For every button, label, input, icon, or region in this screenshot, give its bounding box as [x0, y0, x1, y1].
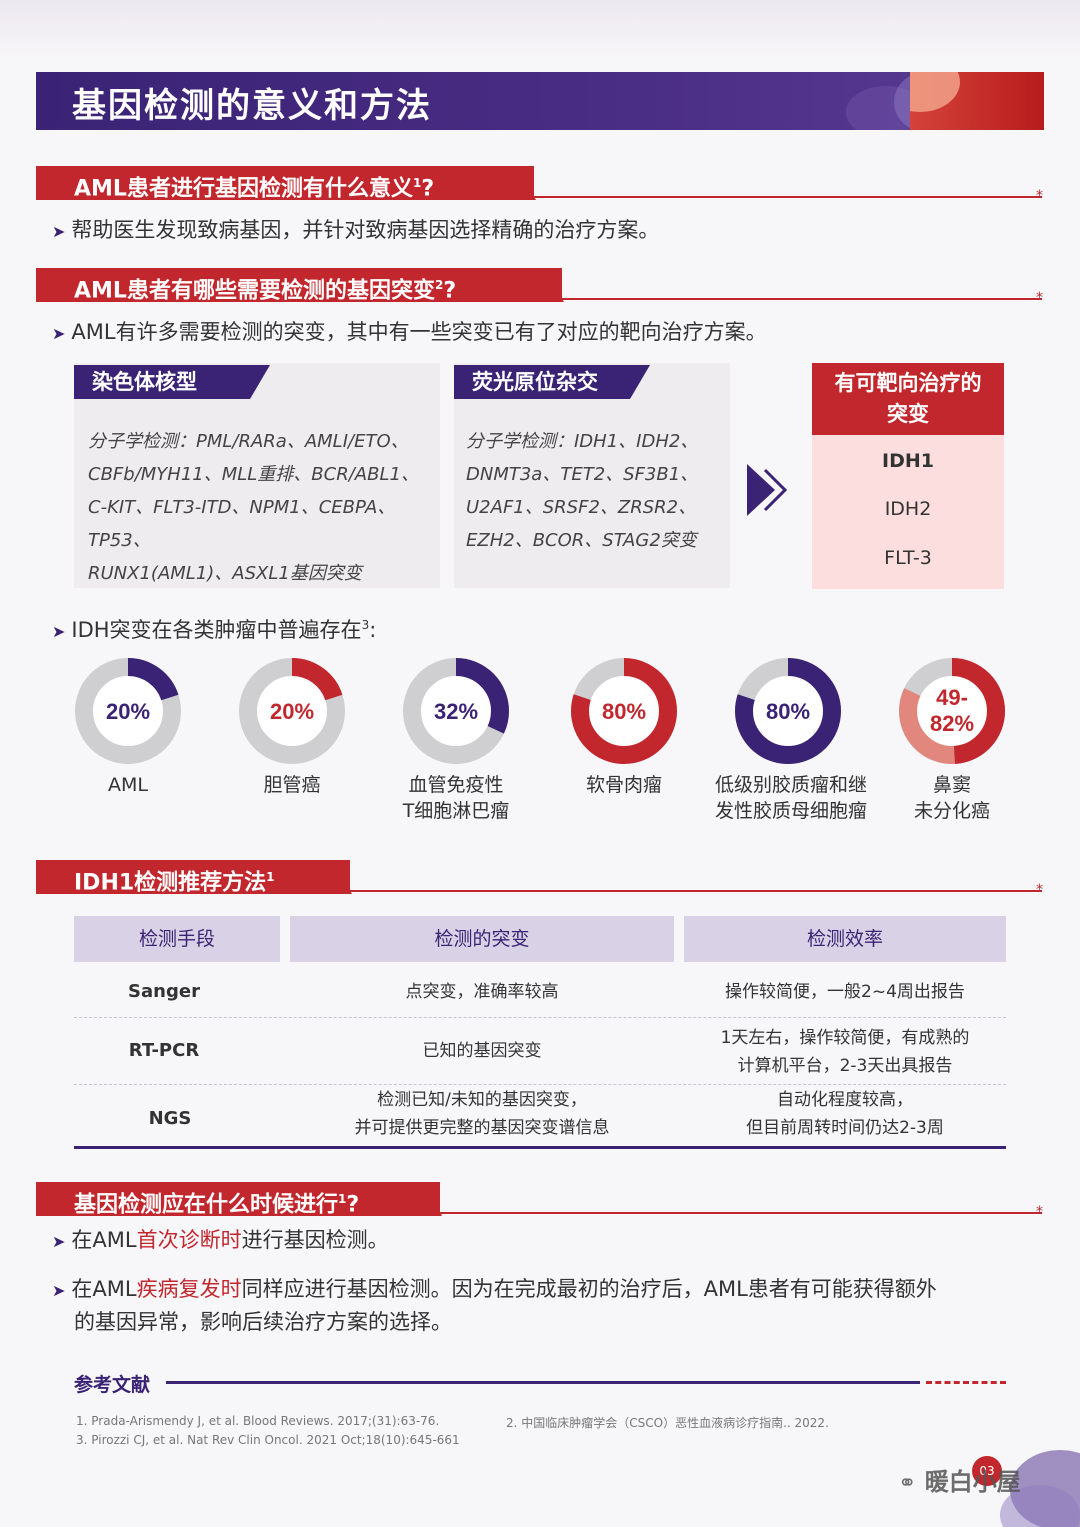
donut-value-label: 80% — [766, 699, 810, 724]
donut-label: 血管免疫性 T细胞淋巴瘤 — [402, 774, 510, 822]
watermark: ⚭ 暖白小屋 — [898, 1468, 1021, 1496]
table-cell: 操作较简便，一般2~4周出报告 — [725, 982, 965, 1002]
karyotype-box — [74, 363, 440, 588]
bullet-timing-diagnosis: ➤ 在AML首次诊断时进行基因检测。 — [52, 1228, 389, 1252]
bullet-significance: ➤ 帮助医生发现致病基因，并针对致病基因选择精确的治疗方案。 — [52, 218, 660, 242]
donut-label: 鼻窦 未分化癌 — [913, 774, 990, 822]
table-cell: 已知的基因突变 — [422, 1041, 542, 1061]
karyotype-box-text: 分子学检测：PML/RARa、AMLI/ETO、 CBFb/MYH11、MLL重… — [88, 431, 419, 584]
targeted-mutations-title: 有可靶向治疗的 突变 — [812, 363, 1004, 435]
bullet-timing-relapse-cont: 的基因异常，影响后续治疗方案的选择。 — [74, 1310, 452, 1334]
corner-petal-decoration — [1000, 1450, 1080, 1527]
wechat-icon: ⚭ — [898, 1471, 917, 1496]
table-cell-method: RT-PCR — [128, 1040, 200, 1061]
target-item: IDH1 — [882, 450, 934, 472]
donut-value-label: 49- — [936, 685, 968, 710]
donut-label: AML — [108, 774, 148, 796]
table-bottom-rule — [74, 1146, 1006, 1149]
section-significance-header: AML患者进行基因检测有什么意义1? * — [36, 166, 1044, 204]
references-title: 参考文献 — [74, 1374, 151, 1396]
donut-arc — [403, 658, 509, 764]
donut-value-label: 20% — [106, 699, 150, 724]
arrow-icon: ➤ — [52, 1281, 66, 1300]
table-header: 检测的突变 — [290, 916, 674, 962]
karyotype-box-title: 染色体核型 — [74, 365, 242, 399]
target-item: FLT-3 — [884, 547, 932, 569]
title-decoration — [910, 72, 1044, 130]
arrow-icon: ➤ — [52, 622, 66, 641]
section-timing-header: 基因检测应在什么时候进行1? * — [36, 1182, 1044, 1220]
bullet-mutations: ➤ AML有许多需要检测的突变，其中有一些突变已有了对应的靶向治疗方案。 — [52, 320, 767, 344]
donut-value-label: 80% — [602, 699, 646, 724]
table-cell: 自动化程度较高， 但目前周转时间仍达2-3周 — [746, 1090, 944, 1138]
donut-chart: 80% — [735, 658, 841, 764]
fish-box-title: 荧光原位杂交 — [454, 365, 622, 399]
donut-value-label: 20% — [270, 699, 314, 724]
donut-value-label: 82% — [930, 711, 974, 736]
reference-item: 2. 中国临床肿瘤学会（CSCO）恶性血液病诊疗指南.. 2022. — [506, 1416, 829, 1430]
donut-chart: 32% — [403, 658, 509, 764]
reference-item: 3. Pirozzi CJ, et al. Nat Rev Clin Oncol… — [76, 1433, 460, 1447]
table-header: 检测手段 — [74, 916, 280, 962]
top-band — [0, 0, 1080, 60]
table-cell: 点突变，准确率较高 — [405, 982, 559, 1002]
donut-arc — [239, 658, 345, 764]
references-rule — [166, 1381, 920, 1384]
donut-chart: 49-82% — [899, 658, 1005, 764]
section-idh1-methods-header: IDH1检测推荐方法1 * — [36, 860, 1044, 898]
table-header: 检测效率 — [684, 916, 1006, 962]
donut-value-label: 32% — [434, 699, 478, 724]
row-divider — [74, 1017, 1006, 1018]
table-cell-method: Sanger — [128, 981, 200, 1002]
donut-arc — [899, 658, 1005, 764]
arrow-icon: ➤ — [52, 1232, 66, 1251]
fish-box-text: 分子学检测：IDH1、IDH2、 DNMT3a、TET2、SF3B1、 U2AF… — [466, 431, 699, 551]
donut-arc — [75, 658, 181, 764]
bullet-idh: ➤ IDH突变在各类肿瘤中普遍存在3: — [52, 618, 377, 642]
fish-box — [454, 363, 730, 588]
table-cell-method: NGS — [148, 1108, 192, 1129]
donut-chart: 20% — [239, 658, 345, 764]
page-number: 03 — [972, 1456, 1002, 1486]
arrow-icon: ➤ — [52, 222, 66, 241]
donut-label: 软骨肉瘤 — [585, 774, 662, 796]
idh-donut-charts: 20% 20% 32% 80% 80% 49-82% — [75, 658, 1005, 764]
section-mutations-header: AML患者有哪些需要检测的基因突变2? * — [36, 268, 1044, 306]
bullet-timing-relapse: ➤ 在AML疾病复发时同样应进行基因检测。因为在完成最初的治疗后，AML患者有可能… — [52, 1277, 937, 1301]
donut-chart: 20% — [75, 658, 181, 764]
table-cell: 检测已知/未知的基因突变， 并可提供更完整的基因突变谱信息 — [354, 1090, 610, 1138]
reference-item: 1. Prada-Arismendy J, et al. Blood Revie… — [76, 1414, 440, 1428]
target-item: IDH2 — [884, 498, 932, 520]
chevron-right-icon — [747, 464, 788, 516]
arrow-icon: ➤ — [52, 324, 66, 343]
donut-arc — [735, 658, 841, 764]
table-cell: 1天左右，操作较简便，有成熟的 计算机平台，2-3天出具报告 — [720, 1028, 970, 1076]
row-divider — [74, 1084, 1006, 1085]
page-title: 基因检测的意义和方法 — [72, 86, 432, 126]
donut-arc — [571, 658, 677, 764]
donut-chart: 80% — [571, 658, 677, 764]
donut-label: 胆管癌 — [263, 774, 321, 796]
donut-label: 低级别胶质瘤和继 发性胶质母细胞瘤 — [714, 774, 867, 822]
references-rule-dashed — [926, 1381, 1006, 1384]
